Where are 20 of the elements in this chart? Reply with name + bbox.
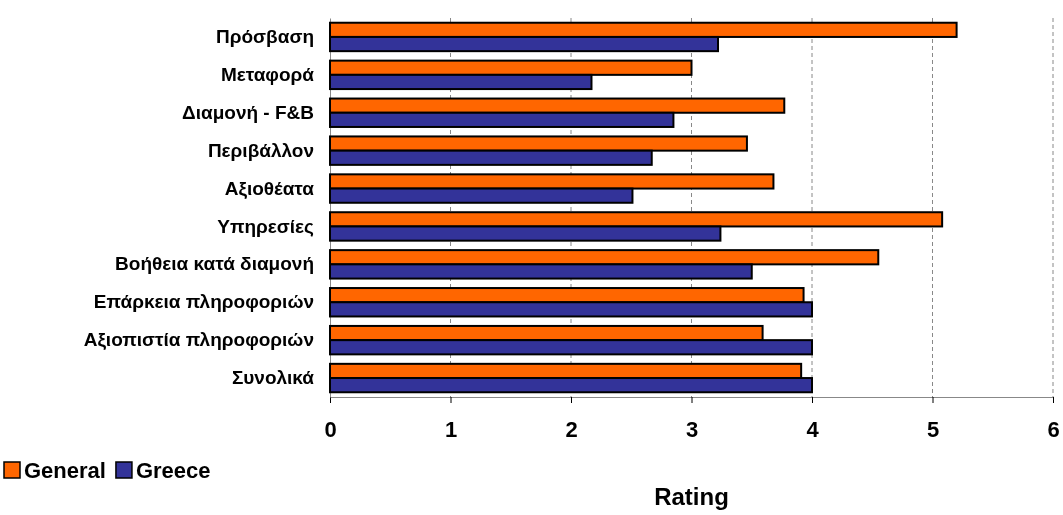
y-tick-label: Πρόσβαση	[216, 26, 314, 48]
y-tick-label: Συνολικά	[231, 367, 315, 389]
y-tick-label: Επάρκεια πληροφοριών	[93, 291, 314, 313]
y-tick-label: Διαμονή - F&B	[182, 101, 314, 123]
legend-label: General	[24, 458, 106, 483]
x-tick-label: 1	[444, 416, 458, 442]
x-axis-title: Rating	[654, 483, 729, 510]
x-tick-label: 2	[565, 416, 578, 442]
x-tick-label: 5	[926, 416, 940, 442]
y-tick-label: Υπηρεσίες	[217, 215, 315, 237]
x-tick-label: 0	[324, 416, 337, 442]
y-tick-label: Αξιοπιστία πληροφοριών	[83, 329, 314, 352]
x-tick-label: 6	[1047, 416, 1060, 442]
y-tick-label: Περιβάλλον	[207, 139, 314, 161]
y-tick-label: Μεταφορά	[220, 63, 315, 85]
x-tick-label: 4	[806, 416, 820, 442]
y-tick-label: Βοήθεια κατά διαμονή	[115, 253, 314, 275]
x-tick-label: 3	[685, 416, 699, 442]
legend-label: Greece	[135, 458, 211, 483]
y-tick-label: Αξιοθέατα	[224, 177, 315, 200]
